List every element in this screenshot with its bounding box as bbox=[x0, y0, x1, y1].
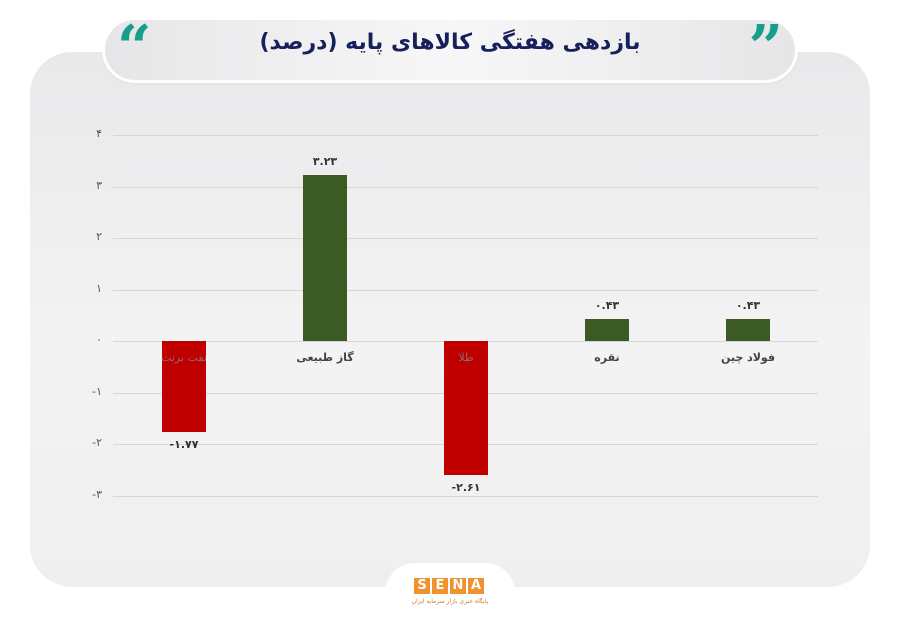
y-tick-label: -۳ bbox=[92, 488, 102, 501]
bar bbox=[303, 175, 347, 341]
category-label: طلا bbox=[458, 351, 474, 364]
bar bbox=[726, 319, 770, 341]
category-label: فولاد چین bbox=[720, 351, 776, 364]
open-quote-icon: “ bbox=[117, 13, 152, 83]
logo-letter: A bbox=[468, 578, 484, 594]
chart-title: بازدهی هفتگی کالاهای پایه (درصد) bbox=[259, 30, 641, 55]
value-label: ۳.۲۳ bbox=[312, 155, 338, 168]
y-tick-label: ۲ bbox=[96, 230, 102, 243]
y-tick-label: ۱ bbox=[96, 282, 102, 295]
bar bbox=[444, 341, 488, 475]
value-label: -۲.۶۱ bbox=[451, 481, 481, 494]
gridline bbox=[113, 238, 818, 239]
gridline bbox=[113, 135, 818, 136]
y-tick-label: ۰ bbox=[96, 333, 102, 346]
value-label: -۱.۷۷ bbox=[169, 438, 199, 451]
gridline bbox=[113, 290, 818, 291]
y-tick-label: -۲ bbox=[92, 436, 102, 449]
y-tick-label: ۴ bbox=[96, 127, 102, 140]
logo-letter: S bbox=[414, 578, 430, 594]
logo-letter: E bbox=[432, 578, 448, 594]
logo-subtitle: پایگاه خبری بازار سرمایه ایران bbox=[411, 598, 489, 605]
y-tick-label: -۱ bbox=[92, 385, 102, 398]
title-banner: “ بازدهی هفتگی کالاهای پایه (درصد) ” bbox=[102, 17, 798, 83]
value-label: ۰.۴۳ bbox=[594, 299, 620, 312]
bar bbox=[585, 319, 629, 341]
gridline bbox=[113, 187, 818, 188]
gridline bbox=[113, 496, 818, 497]
value-label: ۰.۴۳ bbox=[735, 299, 761, 312]
category-label: گاز طبیعی bbox=[296, 351, 354, 364]
category-label: نقره bbox=[594, 351, 620, 364]
logo-letter: N bbox=[450, 578, 466, 594]
close-quote-icon: ” bbox=[748, 13, 783, 83]
y-tick-label: ۳ bbox=[96, 179, 102, 192]
category-label: نفت برنت bbox=[161, 351, 207, 364]
bar bbox=[162, 341, 206, 432]
